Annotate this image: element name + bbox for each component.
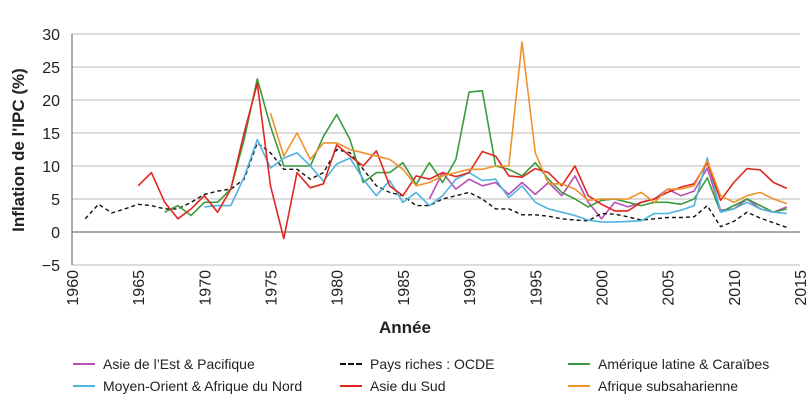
legend-item: Moyen-Orient & Afrique du Nord (73, 378, 302, 394)
y-tick-label: 25 (42, 60, 60, 77)
legend-item: Pays riches : OCDE (340, 356, 494, 372)
y-tick-label: 0 (51, 225, 60, 242)
legend-swatch (73, 385, 95, 387)
y-axis-label: Inflation de l'IPC (%) (9, 68, 28, 232)
legend-item: Amérique latine & Caraïbes (568, 356, 769, 372)
y-tick-label: 5 (51, 192, 60, 209)
legend-swatch (340, 363, 362, 365)
x-tick-label: 1995 (528, 270, 545, 306)
legend-label: Afrique subsaharienne (598, 378, 739, 394)
legend-swatch (73, 363, 95, 365)
y-tick-label: 15 (42, 126, 60, 143)
series-line-3 (204, 138, 787, 223)
chart-plot: −5 0 5 10 15 20 25 30 1960 1965 1970 1975 1980 1985 1… (9, 27, 810, 337)
x-tick-label: 2000 (594, 270, 611, 306)
x-tick-label: 2015 (793, 270, 810, 306)
legend-label: Pays riches : OCDE (370, 356, 495, 372)
y-tick-label: −5 (42, 258, 60, 275)
series-line-2 (164, 78, 787, 217)
series-line-4 (137, 82, 788, 240)
x-tick-label: 2005 (661, 270, 678, 306)
legend-label: Moyen-Orient & Afrique du Nord (103, 378, 303, 394)
legend-swatch (568, 363, 590, 365)
x-tick-label: 1990 (462, 270, 479, 306)
legend-item: Asie du Sud (340, 378, 446, 394)
x-tick-label: 1975 (264, 270, 281, 306)
x-tick-label: 1985 (396, 270, 413, 306)
legend-label: Asie du Sud (370, 378, 446, 394)
legend-label: Amérique latine & Caraïbes (598, 356, 770, 372)
series-line-5 (269, 41, 788, 205)
y-tick-label: 30 (42, 27, 60, 44)
legend-item: Asie de l’Est & Pacifique (73, 356, 255, 372)
x-tick-label: 1960 (65, 270, 82, 306)
legend-swatch (340, 385, 362, 387)
y-tick-label: 20 (42, 93, 60, 110)
x-tick-label: 1965 (131, 270, 148, 306)
x-tick-label: 1980 (330, 270, 347, 306)
x-tick-label: 1970 (197, 270, 214, 306)
y-tick-label: 10 (42, 159, 60, 176)
legend-label: Asie de l’Est & Pacifique (103, 356, 255, 372)
x-axis-label: Année (379, 318, 431, 337)
legend-item: Afrique subsaharienne (568, 378, 738, 394)
legend-swatch (568, 385, 590, 387)
x-tick-label: 2010 (727, 270, 744, 306)
series-line-0 (428, 167, 788, 220)
